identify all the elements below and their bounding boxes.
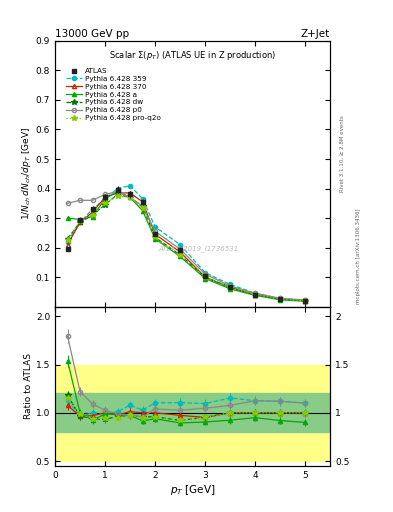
Text: mcplots.cern.ch [arXiv:1306.3436]: mcplots.cern.ch [arXiv:1306.3436] [356,208,361,304]
Bar [55,394,330,432]
Bar [55,365,330,461]
X-axis label: $p_T$ [GeV]: $p_T$ [GeV] [170,482,215,497]
Y-axis label: $1/N_{ch}\,dN_{ch}/dp_T$ [GeV]: $1/N_{ch}\,dN_{ch}/dp_T$ [GeV] [20,127,33,220]
Text: Rivet 3.1.10, ≥ 2.8M events: Rivet 3.1.10, ≥ 2.8M events [340,115,345,192]
Text: 13000 GeV pp: 13000 GeV pp [55,29,129,39]
Text: ATLAS_2019_I1736531: ATLAS_2019_I1736531 [158,245,238,251]
Legend: ATLAS, Pythia 6.428 359, Pythia 6.428 370, Pythia 6.428 a, Pythia 6.428 dw, Pyth: ATLAS, Pythia 6.428 359, Pythia 6.428 37… [64,66,163,123]
Text: Z+Jet: Z+Jet [301,29,330,39]
Y-axis label: Ratio to ATLAS: Ratio to ATLAS [24,353,33,419]
Text: Scalar $\Sigma(p_T)$ (ATLAS UE in Z production): Scalar $\Sigma(p_T)$ (ATLAS UE in Z prod… [109,49,276,62]
